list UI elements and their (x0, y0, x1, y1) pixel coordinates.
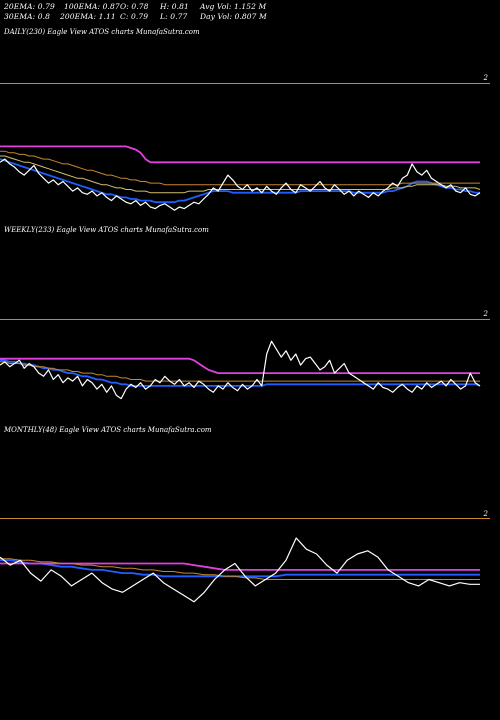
header-high: H: 0.81 (160, 2, 189, 11)
ema-fast-line (0, 359, 481, 387)
daily-panel-label: DAILY(230) Eagle View ATOS charts Munafa… (4, 28, 200, 36)
monthly-reference-line (0, 518, 490, 519)
ema-fast-line (0, 559, 480, 578)
monthly-edge-value: 2 (483, 510, 488, 518)
price-line (0, 340, 481, 400)
price-line (0, 158, 481, 211)
ema-fast-line (0, 158, 480, 204)
weekly-reference-line (0, 319, 490, 320)
header-day-vol: Day Vol: 0.807 M (200, 12, 267, 21)
ema-slow-line (0, 357, 480, 375)
price-line (0, 537, 480, 603)
weekly-chart-panel (0, 340, 481, 400)
header-100ema: 100EMA: 0.87 (64, 2, 120, 11)
weekly-panel-label: WEEKLY(233) Eagle View ATOS charts Munaf… (4, 226, 209, 234)
header-open: O: 0.78 (120, 2, 149, 11)
header-20ema: 20EMA: 0.79 (4, 2, 55, 11)
ema-mid-line (0, 558, 480, 580)
ema-slow-line (0, 145, 480, 164)
daily-chart-panel (0, 145, 481, 211)
daily-reference-line (0, 83, 490, 84)
header-30ema: 30EMA: 0.8 (4, 12, 50, 21)
header-low: L: 0.77 (160, 12, 188, 21)
ema-mid-line (0, 361, 480, 382)
monthly-chart-panel (0, 537, 480, 603)
daily-edge-value: 2 (483, 74, 488, 82)
weekly-edge-value: 2 (483, 310, 488, 318)
ema-long-line (0, 150, 480, 186)
ema-mid-line (0, 155, 481, 194)
header-200ema: 200EMA: 1.11 (60, 12, 116, 21)
monthly-panel-label: MONTHLY(48) Eagle View ATOS charts Munaf… (4, 426, 212, 434)
header-avg-vol: Avg Vol: 1.152 M (200, 2, 267, 11)
header-close: C: 0.79 (120, 12, 149, 21)
